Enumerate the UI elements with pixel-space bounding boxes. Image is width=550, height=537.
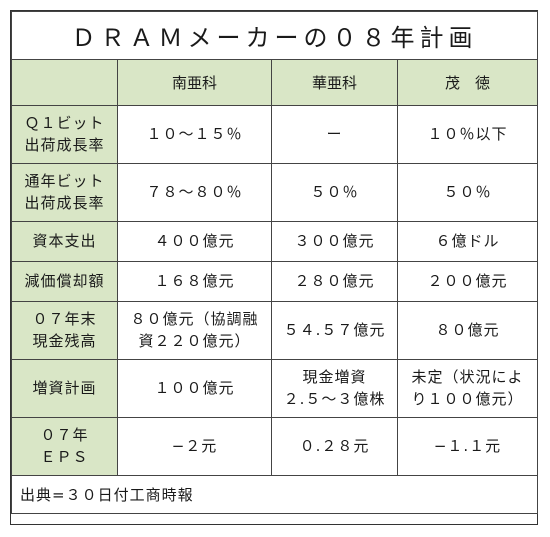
value-line: ２８０億元 xyxy=(294,271,375,290)
row-label-line: 増資計画 xyxy=(32,378,97,397)
value-line: ４００億元 xyxy=(154,231,235,250)
table-row: Ｑ１ビット出荷成長率 １０〜１５％ ー １０％以下 xyxy=(11,105,538,164)
value-cell: ５０％ xyxy=(271,163,398,222)
value-cell: ２００億元 xyxy=(397,261,538,302)
row-label: 減価償却額 xyxy=(11,261,118,302)
value-cell: １００億元 xyxy=(117,359,272,418)
value-line: −２元 xyxy=(171,436,218,455)
row-label-line: 通年ビット xyxy=(24,171,105,190)
value-cell: ８０億元 xyxy=(397,301,538,360)
value-line: ２００億元 xyxy=(427,271,508,290)
value-cell: ０.２８元 xyxy=(271,417,398,476)
value-line: ５０％ xyxy=(310,182,359,201)
row-label-line: 減価償却額 xyxy=(24,271,105,290)
row-label: 資本支出 xyxy=(11,221,118,262)
value-line: ８０億元（協調融 xyxy=(130,309,259,328)
value-cell: ２８０億元 xyxy=(271,261,398,302)
value-line: 現金増資 xyxy=(302,367,367,386)
value-line: 資２２０億元） xyxy=(138,331,251,350)
value-cell: ３００億元 xyxy=(271,221,398,262)
row-label: 増資計画 xyxy=(11,359,118,418)
dram-plan-table: ＤＲＡＭメーカーの０８年計画 南亜科 華亜科 茂 徳 Ｑ１ビット出荷成長率 １０〜… xyxy=(11,11,538,514)
row-label: Ｑ１ビット出荷成長率 xyxy=(11,105,118,164)
row-label-line: ＥＰＳ xyxy=(40,447,89,466)
value-cell: １０〜１５％ xyxy=(117,105,272,164)
value-line: −１.１元 xyxy=(433,436,502,455)
header-cell-empty xyxy=(11,59,118,106)
value-cell: ７８〜８０％ xyxy=(117,163,272,222)
value-line: ５４.５７億元 xyxy=(283,320,386,339)
value-cell: 未定（状況によ り１００億元） xyxy=(397,359,538,418)
value-line: ー xyxy=(326,124,343,143)
value-cell: ５０％ xyxy=(397,163,538,222)
value-line: １００億元 xyxy=(154,378,235,397)
value-cell: 現金増資 ２.５〜３億株 xyxy=(271,359,398,418)
value-line: １０％以下 xyxy=(427,124,508,143)
value-cell: １０％以下 xyxy=(397,105,538,164)
value-cell: １６８億元 xyxy=(117,261,272,302)
plan-table-frame: ＤＲＡＭメーカーの０８年計画 南亜科 華亜科 茂 徳 Ｑ１ビット出荷成長率 １０〜… xyxy=(10,10,538,525)
row-label-line: 資本支出 xyxy=(32,231,97,250)
value-line: ６億ドル xyxy=(435,231,500,250)
row-label: 通年ビット出荷成長率 xyxy=(11,163,118,222)
value-line: ８０億元 xyxy=(435,320,500,339)
value-cell: ５４.５７億元 xyxy=(271,301,398,360)
value-cell: ４００億元 xyxy=(117,221,272,262)
table-row: ０７年 ＥＰＳ −２元 ０.２８元 −１.１元 xyxy=(11,417,538,476)
table-row: ０７年末 現金残高 ８０億元（協調融 資２２０億元） ５４.５７億元 ８０億元 xyxy=(11,301,538,360)
table-title: ＤＲＡＭメーカーの０８年計画 xyxy=(11,11,538,60)
header-inotera: 華亜科 xyxy=(271,59,398,106)
value-line: ２.５〜３億株 xyxy=(283,389,386,408)
row-label-line: Ｑ１ビット xyxy=(24,113,105,132)
table-row: 減価償却額 １６８億元 ２８０億元 ２００億元 xyxy=(11,261,538,302)
row-label-line: 出荷成長率 xyxy=(24,135,105,154)
value-line: ５０％ xyxy=(443,182,492,201)
row-label-line: ０７年末 xyxy=(32,309,97,328)
value-cell: ６億ドル xyxy=(397,221,538,262)
value-line: ７８〜８０％ xyxy=(146,182,243,201)
value-cell: −１.１元 xyxy=(397,417,538,476)
value-line: ３００億元 xyxy=(294,231,375,250)
value-line: １６８億元 xyxy=(154,271,235,290)
source-row: 出典=３０日付工商時報 xyxy=(11,475,538,514)
value-line: ０.２８元 xyxy=(299,436,370,455)
value-line: 未定（状況によ xyxy=(411,367,524,386)
value-line: り１００億元） xyxy=(411,389,524,408)
value-cell: ー xyxy=(271,105,398,164)
table-row: 増資計画 １００億元 現金増資 ２.５〜３億株 未定（状況によ り１００億元） xyxy=(11,359,538,418)
value-cell: ８０億元（協調融 資２２０億元） xyxy=(117,301,272,360)
row-label: ０７年末現金残高 xyxy=(11,301,118,360)
table-row: 資本支出 ４００億元 ３００億元 ６億ドル xyxy=(11,221,538,262)
source-note: 出典=３０日付工商時報 xyxy=(11,475,538,514)
row-label-line: ０７年 xyxy=(40,425,89,444)
header-row: 南亜科 華亜科 茂 徳 xyxy=(11,59,538,106)
header-promos: 茂 徳 xyxy=(397,59,538,106)
value-line: １０〜１５％ xyxy=(146,124,243,143)
value-cell: −２元 xyxy=(117,417,272,476)
header-nanya: 南亜科 xyxy=(117,59,272,106)
table-row: 通年ビット出荷成長率 ７８〜８０％ ５０％ ５０％ xyxy=(11,163,538,222)
row-label-line: 現金残高 xyxy=(32,331,97,350)
row-label-line: 出荷成長率 xyxy=(24,193,105,212)
row-label: ０７年 ＥＰＳ xyxy=(11,417,118,476)
